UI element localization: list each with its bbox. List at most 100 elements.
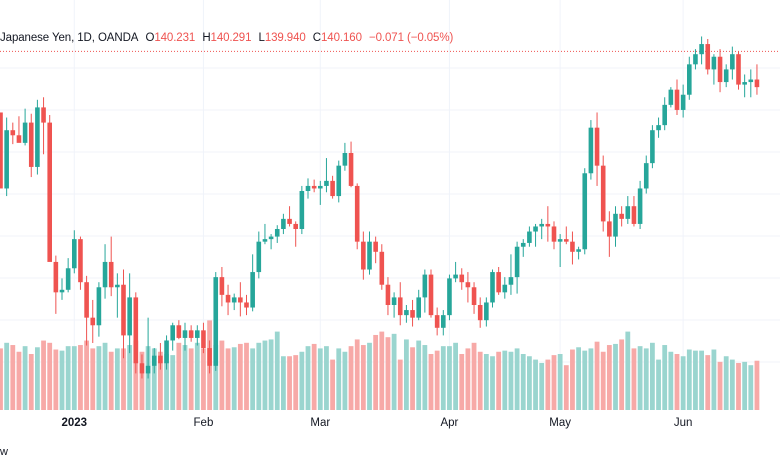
volume-bar: [250, 348, 256, 410]
volume-bar: [385, 337, 391, 410]
candle-body: [404, 310, 409, 316]
candle-body: [59, 289, 65, 293]
candle-body: [717, 56, 723, 83]
volume-bar: [477, 351, 483, 410]
candle-body: [330, 180, 335, 197]
volume-bar: [496, 351, 502, 410]
volume-bar: [268, 339, 274, 410]
volume-bar: [576, 347, 581, 410]
candle-body: [274, 229, 280, 237]
candle-body: [687, 64, 692, 95]
footer-text: w: [0, 446, 8, 458]
candle-body: [318, 185, 323, 189]
volume-bar: [699, 350, 704, 410]
candle-body: [742, 82, 747, 85]
volume-bar: [305, 346, 311, 410]
volume-bar: [262, 340, 268, 410]
candle-body: [213, 277, 219, 366]
candle-body: [293, 223, 298, 229]
volume-bar: [194, 342, 200, 410]
volume-bar: [434, 350, 440, 410]
candle-body: [650, 130, 655, 164]
symbol-label: Japanese Yen, 1D, OANDA: [0, 32, 139, 44]
candle-body: [699, 44, 704, 55]
candle-body: [195, 330, 200, 338]
volume-bar: [404, 339, 409, 410]
volume-bar: [293, 355, 299, 410]
volume-bar: [742, 361, 748, 410]
candle-body: [47, 122, 52, 262]
candle-body: [496, 272, 501, 293]
volume-bar: [84, 340, 89, 410]
volume-bar: [90, 348, 96, 410]
volume-bar: [0, 348, 3, 410]
volume-bar: [533, 359, 538, 410]
volume-bar: [219, 340, 225, 410]
volume-bar: [570, 349, 575, 410]
candle-body: [748, 79, 754, 83]
candle-body: [16, 135, 22, 143]
volume-bar: [16, 351, 22, 410]
volume-bar: [231, 347, 237, 410]
volume-bar: [545, 359, 551, 410]
candle-body: [367, 241, 372, 270]
volume-bar: [59, 350, 65, 410]
candle-body: [502, 284, 508, 293]
candle-body: [0, 112, 3, 189]
x-tick-label: Jun: [673, 417, 693, 429]
candle-body: [643, 163, 649, 189]
candle-body: [508, 277, 514, 285]
volume-bar: [447, 346, 452, 410]
volume-bar: [78, 345, 83, 410]
volume-bar: [705, 355, 711, 410]
candle-body: [90, 317, 96, 326]
volume-bar: [71, 346, 77, 410]
candle-body: [361, 241, 366, 270]
candle-body: [72, 239, 77, 269]
x-tick-label: Mar: [310, 417, 331, 429]
candle-body: [570, 241, 575, 252]
volume-bar: [287, 356, 292, 410]
volume-bar: [65, 346, 71, 410]
volume-bar: [274, 331, 280, 410]
candle-body: [680, 94, 686, 110]
x-tick-label: Feb: [193, 417, 214, 429]
candle-body: [207, 348, 212, 366]
candle-body: [730, 54, 735, 70]
candle-body: [108, 261, 114, 288]
candle-body: [305, 185, 311, 191]
volume-bar: [428, 354, 434, 410]
candle-body: [619, 213, 624, 219]
volume-bar: [367, 342, 372, 410]
open-value: 140.231: [154, 32, 196, 44]
x-tick-label: May: [549, 417, 572, 429]
volume-bar: [108, 351, 114, 410]
candle-body: [256, 241, 262, 273]
high-label: H: [202, 32, 211, 44]
candle-body: [594, 127, 600, 166]
candle-body: [250, 272, 255, 308]
candle-body: [613, 213, 618, 237]
candle-body: [668, 89, 674, 105]
candle-body: [151, 355, 157, 366]
volume-bar: [502, 350, 508, 410]
volume-bar: [490, 356, 495, 410]
candle-body: [53, 261, 59, 293]
high-value: 140.291: [210, 32, 252, 44]
volume-bar: [4, 342, 10, 410]
volume-bar: [729, 359, 735, 410]
candle-body: [238, 297, 243, 303]
volume-bar: [170, 355, 176, 410]
volume-bar: [557, 354, 563, 410]
volume-bar: [563, 365, 569, 410]
close-value: 140.160: [321, 32, 362, 44]
candle-body: [588, 127, 594, 174]
candle-body: [551, 226, 557, 242]
candle-body: [121, 284, 126, 336]
candle-body: [201, 330, 206, 349]
volume-bar: [121, 348, 126, 410]
volume-bar: [686, 349, 692, 410]
candle-body: [484, 302, 489, 321]
volume-bar: [619, 339, 625, 410]
